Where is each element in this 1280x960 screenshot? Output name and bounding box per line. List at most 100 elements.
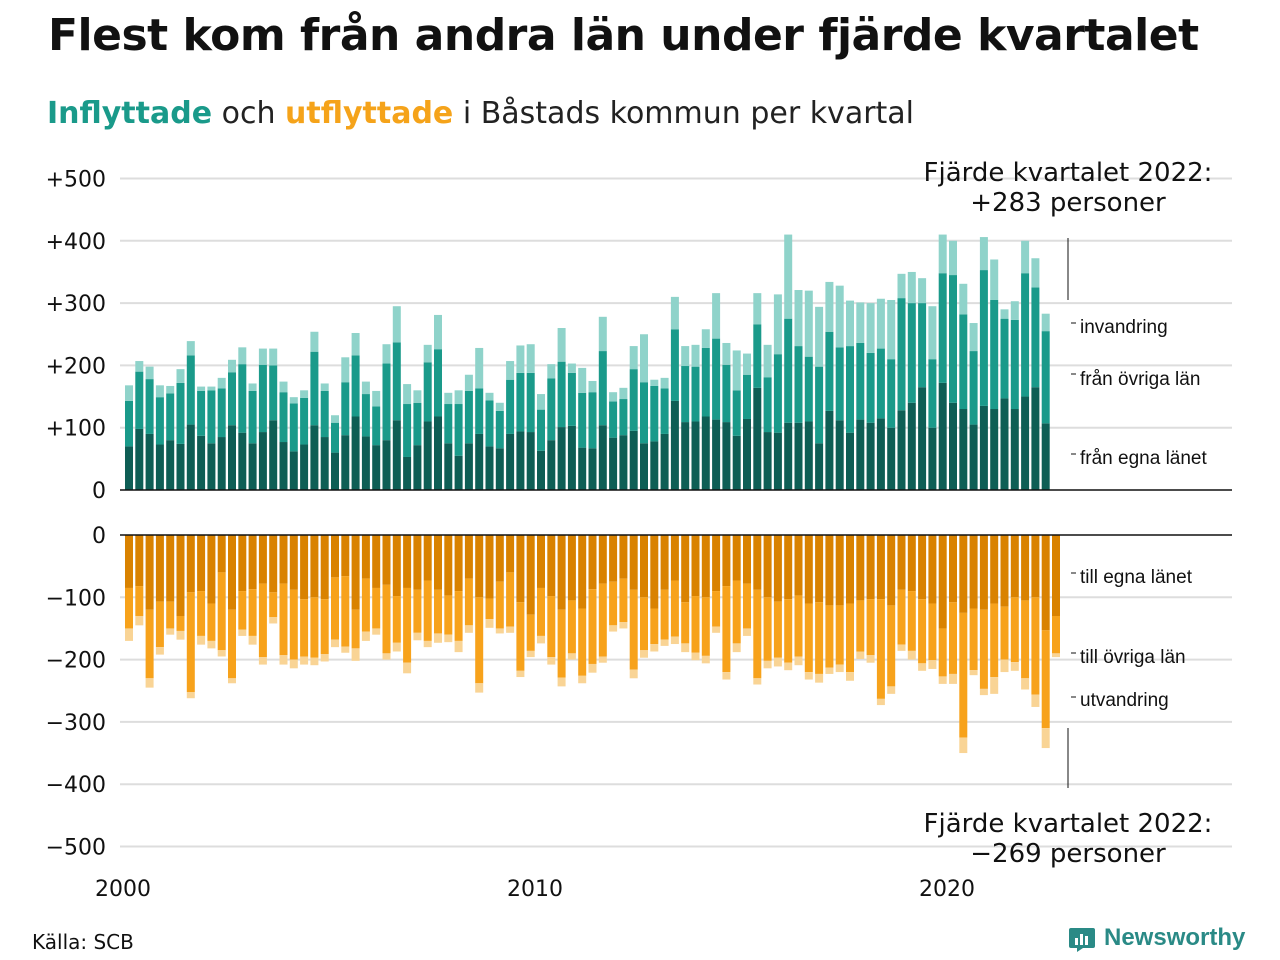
bar-in-ovriga	[670, 329, 679, 401]
bar-out-ovriga	[454, 591, 463, 641]
subtitle-utflyttade: utflyttade	[285, 96, 454, 131]
bar-out-utvandring	[423, 640, 432, 648]
bar-in-ovriga	[506, 379, 515, 434]
bar-out-egna	[825, 535, 834, 606]
bar-out-ovriga	[876, 599, 885, 699]
bar-out-ovriga	[248, 589, 257, 636]
bar-out-ovriga	[547, 596, 556, 658]
bar-out-ovriga	[1052, 615, 1060, 654]
bar-out-utvandring	[228, 678, 236, 684]
y-tick-label-top: +100	[46, 417, 106, 442]
bar-in-invandring	[763, 344, 772, 378]
bar-in-egna	[990, 409, 999, 490]
bar-out-ovriga	[670, 580, 679, 637]
bar-out-ovriga	[197, 591, 206, 636]
bar-in-invandring	[351, 333, 360, 356]
bar-out-utvandring	[1031, 694, 1040, 707]
bar-out-egna	[959, 535, 968, 613]
bar-in-ovriga	[660, 388, 669, 434]
bar-in-ovriga	[279, 392, 288, 443]
bar-in-egna	[155, 444, 164, 490]
bar-in-invandring	[619, 387, 628, 400]
bar-out-egna	[403, 535, 412, 588]
y-tick-label-top: +400	[46, 230, 106, 255]
bar-in-invandring	[413, 390, 422, 403]
bar-in-ovriga	[856, 342, 865, 420]
bar-out-utvandring	[990, 677, 999, 694]
bar-in-invandring	[928, 306, 937, 360]
bar-out-utvandring	[660, 639, 669, 646]
bar-out-ovriga	[918, 599, 927, 664]
bar-in-egna	[928, 427, 937, 490]
bar-in-invandring	[372, 390, 381, 407]
bar-out-utvandring	[506, 626, 515, 633]
bar-out-ovriga	[1000, 606, 1009, 660]
bar-out-utvandring	[598, 656, 607, 663]
bar-out-egna	[588, 535, 597, 590]
bar-out-utvandring	[732, 643, 741, 653]
bar-in-ovriga	[289, 403, 298, 452]
bar-out-ovriga	[125, 587, 133, 629]
bar-out-utvandring	[1052, 653, 1060, 658]
bar-out-egna	[310, 535, 319, 598]
bar-out-ovriga	[835, 605, 844, 665]
bar-out-ovriga	[598, 583, 607, 657]
bar-out-ovriga	[681, 602, 690, 644]
bar-in-ovriga	[176, 382, 185, 444]
bar-in-ovriga	[815, 366, 824, 444]
bar-in-egna	[300, 444, 309, 490]
x-tick-label: 2010	[507, 877, 563, 902]
bar-out-utvandring	[495, 628, 504, 634]
bar-out-utvandring	[207, 640, 216, 649]
bar-in-ovriga	[423, 362, 432, 422]
bar-in-egna	[866, 422, 875, 490]
bar-out-egna	[876, 535, 885, 600]
bar-out-ovriga	[506, 572, 515, 627]
bar-in-egna	[331, 452, 339, 490]
bar-in-egna	[279, 442, 288, 490]
bar-in-invandring	[207, 386, 216, 391]
bar-in-egna	[228, 425, 236, 490]
bar-out-ovriga	[516, 602, 525, 671]
bar-in-invandring	[681, 346, 690, 367]
bar-in-egna	[392, 420, 401, 490]
bar-in-egna	[1000, 398, 1009, 490]
bar-in-egna	[846, 432, 854, 490]
bar-in-ovriga	[835, 347, 844, 421]
bar-out-ovriga	[331, 577, 339, 640]
bar-out-utvandring	[846, 672, 854, 681]
bar-out-ovriga	[228, 609, 236, 679]
bar-in-ovriga	[681, 366, 690, 423]
bar-in-egna	[640, 443, 648, 490]
bar-in-egna	[351, 416, 360, 490]
bar-out-utvandring	[650, 644, 659, 652]
bar-out-egna	[598, 535, 607, 584]
bar-out-utvandring	[1000, 659, 1009, 673]
bar-out-egna	[1052, 535, 1060, 616]
bar-out-egna	[207, 535, 216, 604]
bar-in-invandring	[670, 296, 679, 330]
bar-in-ovriga	[825, 331, 834, 411]
bar-out-ovriga	[434, 589, 442, 634]
bar-out-egna	[928, 535, 937, 604]
bar-in-invandring	[753, 293, 762, 325]
bar-out-utvandring	[475, 683, 484, 693]
bar-out-ovriga	[897, 589, 906, 645]
bar-in-invandring	[361, 381, 370, 395]
bar-in-invandring	[1021, 240, 1030, 274]
y-tick-label-top: +500	[46, 168, 106, 193]
bar-in-egna	[969, 424, 978, 490]
bar-in-invandring	[588, 380, 597, 393]
bar-in-egna	[454, 455, 463, 490]
bar-in-egna	[815, 443, 824, 490]
bar-out-egna	[166, 535, 175, 602]
bar-out-egna	[969, 535, 978, 609]
bar-out-utvandring	[887, 686, 896, 694]
bar-in-ovriga	[228, 372, 236, 426]
bar-out-utvandring	[454, 640, 463, 653]
bar-out-egna	[753, 535, 762, 590]
bar-in-invandring	[145, 366, 154, 380]
series-label-bottom: utvandring	[1080, 690, 1169, 711]
bar-out-ovriga	[928, 603, 937, 661]
bar-out-utvandring	[444, 634, 453, 643]
